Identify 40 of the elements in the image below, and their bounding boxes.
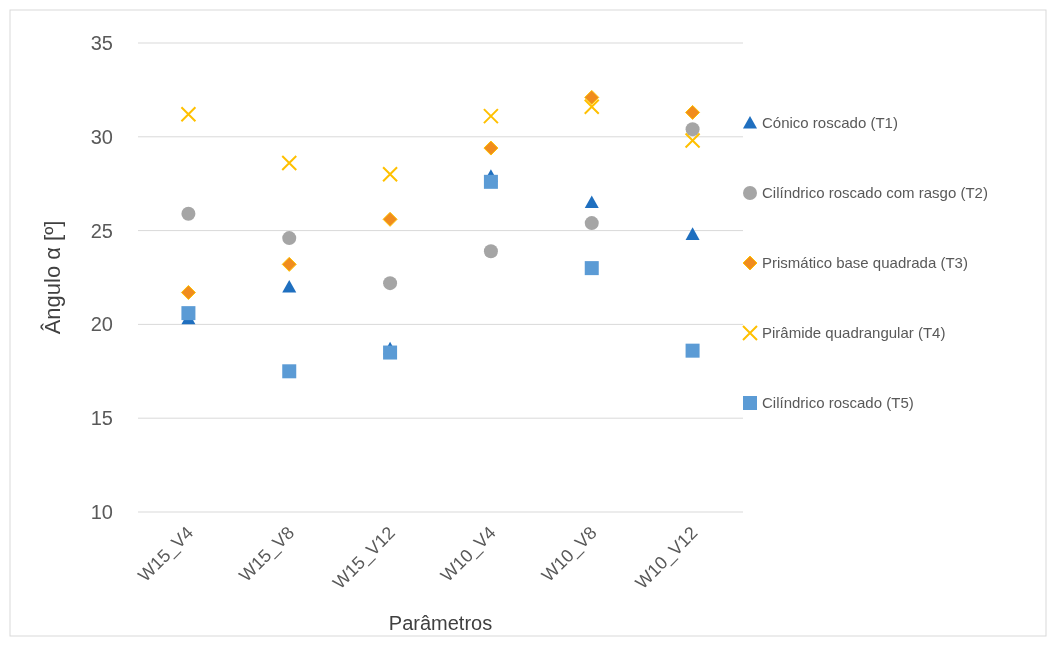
point [281, 256, 297, 272]
point [282, 279, 297, 293]
point [584, 89, 600, 105]
y-tick-label: 35 [90, 32, 113, 54]
legend-label: Cónico roscado (T1) [762, 114, 898, 132]
point [483, 174, 498, 189]
point [483, 140, 499, 156]
point [382, 211, 398, 227]
point [584, 195, 599, 209]
point [382, 166, 399, 183]
point [383, 276, 398, 291]
point [282, 364, 297, 379]
legend-label: Cilíndrico roscado (T5) [762, 394, 914, 412]
point [685, 104, 701, 120]
legend-label: Cilíndrico roscado com rasgo (T2) [762, 184, 988, 202]
point [584, 261, 599, 276]
point [281, 155, 298, 172]
y-axis-title: Ângulo α [º] [40, 220, 65, 335]
point [180, 106, 197, 123]
point [180, 285, 196, 301]
point [584, 216, 599, 231]
legend-label: Pirâmide quadrangular (T4) [762, 324, 946, 342]
point [685, 122, 700, 137]
y-tick-label: 10 [90, 501, 113, 523]
y-tick-label: 25 [90, 219, 113, 242]
legend-label: Prismático base quadrada (T3) [762, 254, 968, 272]
point [482, 108, 499, 125]
point [685, 227, 700, 240]
y-tick-label: 30 [90, 125, 113, 148]
point [684, 132, 701, 149]
x-axis-title: Parâmetros [388, 612, 493, 634]
point [483, 244, 498, 259]
y-tick-label: 15 [90, 407, 113, 430]
point [181, 306, 196, 321]
point [282, 231, 297, 246]
point [583, 98, 600, 115]
point [383, 345, 398, 360]
point [181, 206, 196, 221]
point [685, 343, 700, 358]
y-tick-label: 20 [90, 313, 113, 336]
